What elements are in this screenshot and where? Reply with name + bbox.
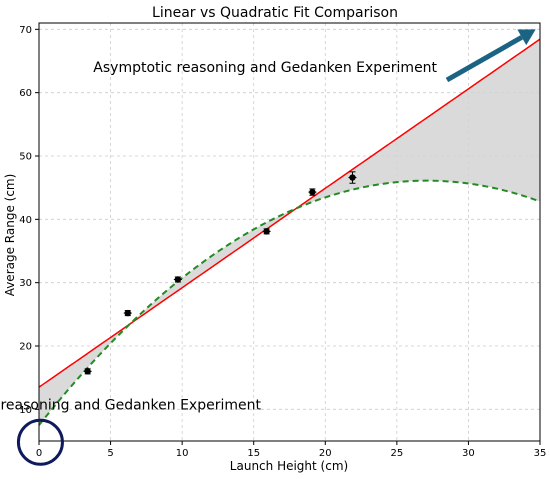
annotations: Asymptotic reasoning and Gedanken Experi… [0,29,536,466]
axis-ticks: 0 5 10 15 20 25 30 35 10 20 30 40 50 60 70 [19,25,546,459]
x-tick-label: 25 [390,448,403,459]
y-tick-label: 50 [19,152,32,163]
data-point [84,368,91,375]
fit-difference-shading [39,39,540,426]
y-tick-label: 40 [19,215,32,226]
y-tick-label: 30 [19,278,32,289]
x-tick-label: 35 [534,448,547,459]
arrow-shaft [445,35,524,83]
shaded-region [39,39,540,426]
x-tick-label: 20 [319,448,332,459]
chart-title: Linear vs Quadratic Fit Comparison [152,5,398,21]
y-tick-label: 20 [19,342,32,353]
annotation-text: Asymptotic reasoning and Gedanken Experi… [0,397,261,413]
y-axis-label: Average Range (cm) [3,174,17,297]
plot-frame [38,22,541,442]
data-point [349,174,356,181]
data-point [263,228,270,235]
y-tick-label: 10 [19,405,32,416]
data-point [174,276,182,283]
annotation-text: Asymptotic reasoning and Gedanken Experi… [93,60,437,76]
quadratic-fit-curve [38,179,541,426]
x-tick-label: 10 [176,448,189,459]
y-tick-label: 70 [19,25,32,36]
x-tick-label: 5 [107,448,113,459]
data-point [309,188,316,196]
x-tick-label: 30 [462,448,475,459]
x-tick-label: 15 [247,448,260,459]
linear-fit-line [38,38,541,388]
arrow-head [517,29,536,46]
data-points [83,171,357,375]
origin-circle [16,418,64,466]
y-tick-label: 60 [19,88,32,99]
x-axis-label: Launch Height (cm) [230,459,348,473]
fit-lines [38,38,541,426]
data-point [124,309,131,317]
x-tick-label: 0 [36,448,42,459]
